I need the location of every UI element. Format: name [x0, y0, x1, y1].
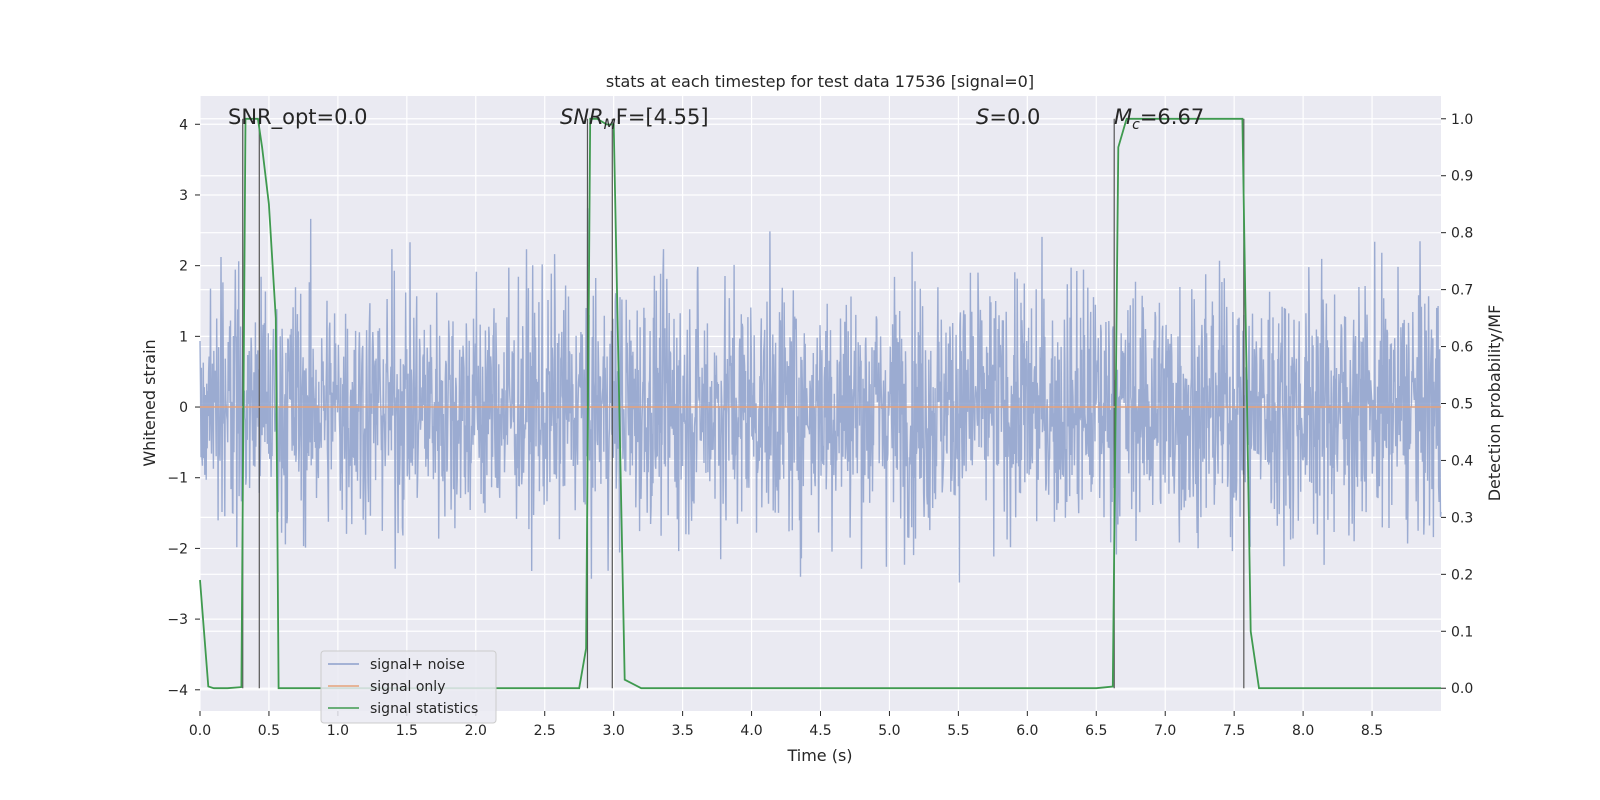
x-tick-label: 5.5	[947, 723, 969, 739]
legend-label-signal-statistics: signal statistics	[370, 701, 478, 717]
annotation-mc-sub: c	[1132, 117, 1140, 133]
x-tick-label: 4.5	[809, 723, 831, 739]
x-tick-label: 3.5	[671, 723, 693, 739]
x-tick-label: 3.0	[603, 723, 625, 739]
legend-box	[320, 650, 497, 724]
x-tick-label: 2.0	[465, 723, 487, 739]
x-tick-label: 1.0	[327, 723, 349, 739]
y-tick-label: −4	[167, 683, 188, 699]
legend-label-signal-noise: signal+ noise	[370, 657, 465, 673]
y-axis-title: Whitened strain	[140, 339, 159, 466]
y2-tick-label: 0.4	[1451, 453, 1473, 469]
annotation-mc: Mc=6.67	[1114, 105, 1204, 133]
x-tick-label: 0.0	[189, 723, 211, 739]
y2-axis-ticks: 1.0 0.9 0.8 0.7 0.6 0.5 0.4 0.3 0.2 0.1 0.0	[1441, 112, 1473, 697]
x-axis-title: Time (s)	[786, 746, 852, 765]
y2-tick-label: 0.7	[1451, 283, 1473, 299]
x-tick-label: 1.5	[396, 723, 418, 739]
y2-tick-label: 0.2	[1451, 567, 1473, 583]
y2-tick-label: 1.0	[1451, 112, 1473, 128]
x-axis-ticks: 0.0 0.5 1.0 1.5 2.0 2.5 3.0 3.5 4.0 4.5 5.0 5.5 6.0 6…	[189, 711, 1383, 739]
series-line-signal-statistics	[199, 117, 1441, 690]
x-tick-label: 8.0	[1292, 723, 1314, 739]
x-tick-label: 7.0	[1154, 723, 1176, 739]
y-tick-label: 2	[179, 259, 188, 275]
annotation-s-main: S	[976, 105, 989, 129]
y-tick-label: −1	[167, 471, 188, 487]
annotation-snr-mf: SNRMF=[4.55]	[560, 105, 709, 133]
series-signal-noise	[199, 208, 1442, 583]
y2-tick-label: 0.6	[1451, 340, 1473, 356]
y2-tick-label: 0.9	[1451, 169, 1473, 185]
y2-tick-label: 0.5	[1451, 397, 1473, 413]
y-tick-label: 3	[179, 188, 188, 204]
y-axis-ticks: 4 3 2 1 0 −1 −2 −3 −4	[167, 117, 200, 699]
y-tick-label: −3	[167, 612, 188, 628]
y2-tick-label: 0.0	[1451, 681, 1473, 697]
annotation-snr-opt: SNR_opt=0.0	[228, 105, 368, 130]
y2-axis-title: Detection probability/MF	[1485, 305, 1504, 502]
x-tick-label: 5.0	[878, 723, 900, 739]
annotation-snr-mf-rest: F=[4.55]	[616, 105, 709, 129]
y-tick-label: 4	[179, 117, 188, 133]
y2-tick-label: 0.1	[1451, 624, 1473, 640]
annotation-s-rest: =0.0	[989, 105, 1040, 129]
x-tick-label: 6.0	[1016, 723, 1038, 739]
series-signal-statistics	[199, 117, 1441, 690]
y-tick-label: −2	[167, 541, 188, 557]
annotation-snr-mf-sub: M	[604, 117, 616, 133]
legend: signal+ noise signal only signal statist…	[320, 650, 497, 724]
annotation-mc-rest: =6.67	[1140, 105, 1204, 129]
legend-label-signal-only: signal only	[370, 679, 445, 695]
series-line-signal-noise	[199, 208, 1442, 583]
chart-title: stats at each timestep for test data 175…	[606, 72, 1034, 91]
x-tick-label: 4.0	[740, 723, 762, 739]
x-tick-label: 7.5	[1223, 723, 1245, 739]
annotation-mc-main: M	[1114, 105, 1132, 129]
x-tick-label: 6.5	[1085, 723, 1107, 739]
x-tick-label: 0.5	[258, 723, 280, 739]
annotation-s: S=0.0	[976, 105, 1040, 129]
y2-tick-label: 0.3	[1451, 510, 1473, 526]
annotation-snr-mf-main: SNR	[560, 105, 604, 129]
y2-tick-label: 0.8	[1451, 226, 1473, 242]
y-tick-label: 1	[179, 329, 188, 345]
x-tick-label: 2.5	[534, 723, 556, 739]
y-tick-label: 0	[179, 400, 188, 416]
x-tick-label: 8.5	[1361, 723, 1383, 739]
